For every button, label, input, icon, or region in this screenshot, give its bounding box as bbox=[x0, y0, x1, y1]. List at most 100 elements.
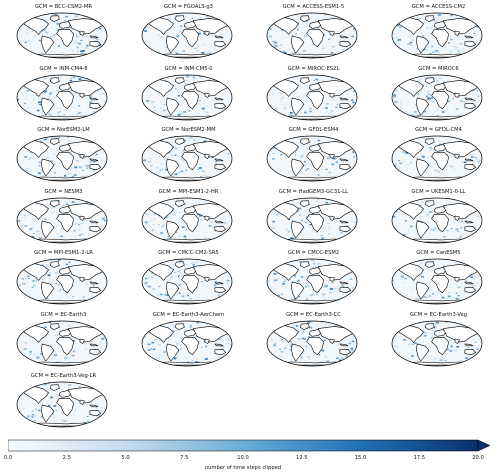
continent-outline bbox=[165, 343, 180, 361]
continent-outline bbox=[148, 140, 174, 158]
clip-speckle bbox=[32, 261, 35, 264]
clip-speckle bbox=[344, 75, 346, 76]
clip-speckle bbox=[105, 170, 107, 173]
clip-speckle bbox=[72, 76, 76, 78]
clip-speckle bbox=[312, 266, 315, 268]
clip-speckle bbox=[355, 85, 357, 87]
clip-speckle bbox=[466, 280, 468, 281]
clip-speckle bbox=[408, 344, 410, 345]
map-panel: GCM = MIROC-ES2L bbox=[256, 66, 371, 124]
clip-speckle bbox=[226, 238, 228, 240]
continent-outline bbox=[431, 90, 450, 109]
clip-speckle bbox=[318, 88, 322, 91]
clip-speckle bbox=[296, 279, 300, 282]
clip-speckle bbox=[284, 136, 287, 138]
continent-outline bbox=[424, 138, 435, 145]
clip-speckle bbox=[401, 241, 404, 243]
clip-speckle bbox=[197, 32, 201, 35]
clip-speckle bbox=[52, 106, 56, 109]
clip-speckle bbox=[290, 111, 293, 114]
clip-speckle bbox=[463, 161, 467, 164]
world-map bbox=[391, 135, 483, 182]
clip-speckle bbox=[356, 56, 357, 58]
clip-speckle bbox=[340, 231, 343, 233]
clip-speckle bbox=[33, 77, 35, 78]
clip-speckle bbox=[457, 75, 461, 77]
clip-speckle bbox=[104, 236, 107, 238]
clip-speckle bbox=[291, 136, 293, 137]
clip-speckle bbox=[404, 219, 407, 221]
clip-speckle bbox=[144, 283, 147, 285]
clip-speckle bbox=[214, 348, 216, 349]
clip-speckle bbox=[88, 235, 91, 237]
clip-speckle bbox=[55, 277, 58, 278]
clip-speckle bbox=[477, 95, 480, 97]
clip-speckle bbox=[26, 170, 28, 172]
clip-speckle bbox=[102, 327, 104, 329]
clip-speckle bbox=[175, 330, 179, 332]
clip-speckle bbox=[75, 14, 78, 16]
clip-speckle bbox=[78, 111, 82, 114]
clip-speckle bbox=[273, 344, 276, 346]
clip-speckle bbox=[159, 39, 161, 41]
clip-speckle bbox=[67, 136, 70, 138]
clip-speckle bbox=[333, 117, 335, 118]
clip-speckle bbox=[475, 57, 477, 58]
clip-speckle bbox=[199, 36, 201, 38]
clip-speckle bbox=[418, 342, 421, 345]
clip-speckle bbox=[301, 337, 305, 339]
clip-speckle bbox=[218, 295, 221, 297]
clip-speckle bbox=[177, 94, 180, 96]
clip-speckle bbox=[158, 40, 160, 42]
continent-outline bbox=[398, 78, 424, 97]
clip-speckle bbox=[35, 320, 38, 322]
clip-speckle bbox=[24, 341, 28, 344]
continent-outline bbox=[299, 138, 310, 145]
colorbar-gradient bbox=[7, 439, 491, 452]
clip-speckle bbox=[290, 236, 294, 239]
clip-speckle bbox=[183, 110, 187, 113]
continent-outline bbox=[40, 158, 55, 177]
clip-speckle bbox=[326, 157, 330, 160]
clip-speckle bbox=[24, 214, 26, 216]
clip-speckle bbox=[471, 213, 475, 215]
clip-speckle bbox=[335, 78, 337, 79]
clip-speckle bbox=[397, 266, 400, 268]
panel-title: GCM = EC-Earth3 bbox=[40, 311, 87, 318]
clip-speckle bbox=[448, 42, 450, 44]
clip-speckle bbox=[165, 46, 168, 48]
clip-speckle bbox=[423, 331, 427, 333]
clip-speckle bbox=[54, 334, 58, 336]
clip-speckle bbox=[219, 178, 222, 180]
clip-speckle bbox=[22, 328, 25, 330]
clip-speckle bbox=[44, 384, 47, 386]
clip-speckle bbox=[99, 28, 102, 30]
clip-speckle bbox=[196, 261, 199, 263]
clip-speckle bbox=[224, 356, 227, 358]
clip-speckle bbox=[227, 169, 230, 171]
clip-speckle bbox=[23, 79, 26, 81]
continent-outline bbox=[290, 343, 305, 361]
clip-speckle bbox=[457, 286, 461, 289]
clip-speckle bbox=[21, 295, 25, 297]
clip-speckle bbox=[354, 120, 357, 121]
clip-speckle bbox=[211, 366, 212, 367]
clip-speckle bbox=[195, 262, 198, 265]
clip-speckle bbox=[475, 259, 478, 261]
clip-speckle bbox=[285, 58, 287, 59]
clip-speckle bbox=[35, 280, 37, 282]
clip-speckle bbox=[464, 115, 468, 117]
clip-speckle bbox=[396, 43, 398, 45]
clip-speckle bbox=[48, 74, 49, 75]
clip-speckle bbox=[452, 14, 454, 16]
clip-speckle bbox=[78, 42, 82, 45]
continent-outline bbox=[183, 328, 198, 337]
clip-speckle bbox=[65, 263, 68, 265]
clip-speckle bbox=[148, 213, 150, 214]
clip-speckle bbox=[144, 281, 148, 284]
clip-speckle bbox=[283, 50, 285, 52]
clip-speckle bbox=[424, 303, 427, 304]
clip-speckle bbox=[324, 102, 328, 104]
clip-speckle bbox=[84, 36, 87, 38]
clip-speckle bbox=[106, 175, 107, 178]
